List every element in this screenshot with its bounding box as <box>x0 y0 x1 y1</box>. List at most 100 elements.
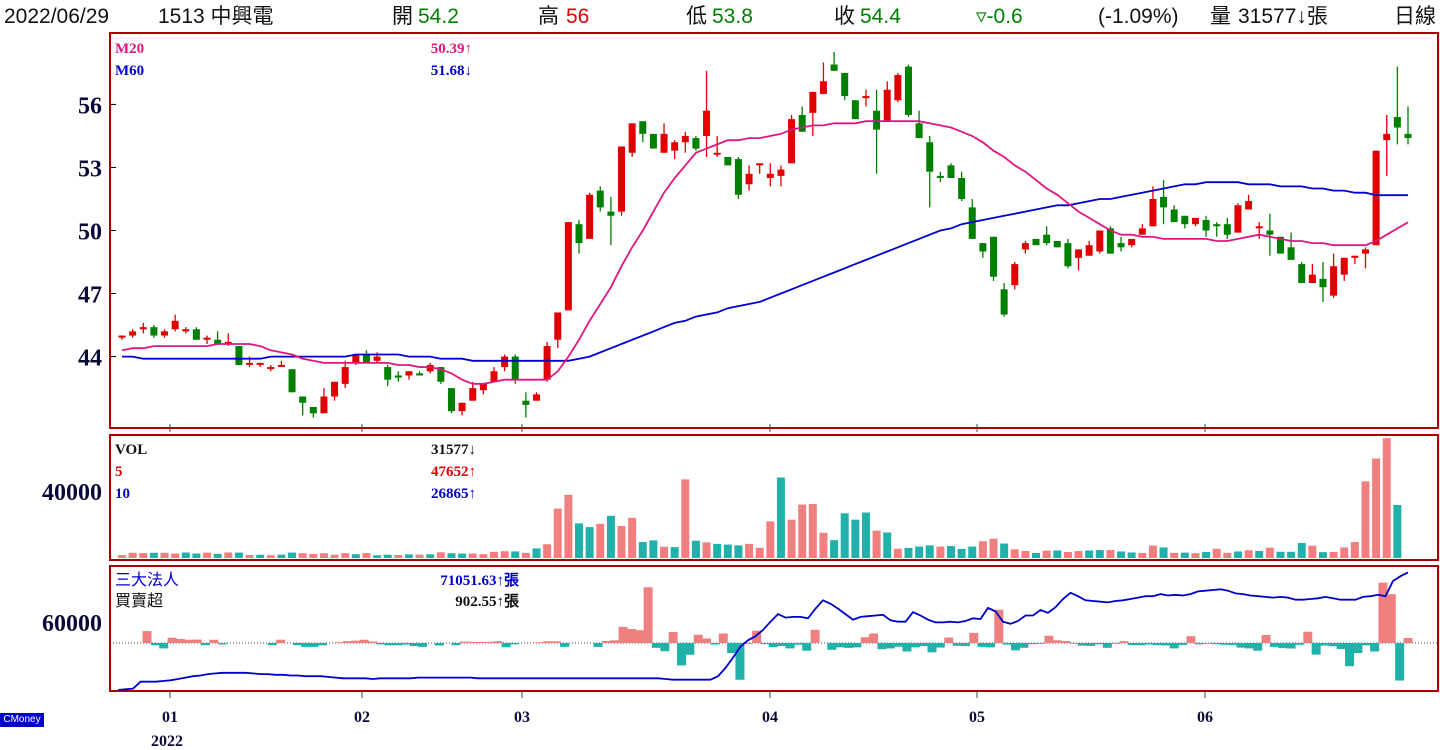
net-buy-bar <box>1253 643 1263 651</box>
net-buy-bar <box>1152 643 1162 646</box>
volume-bar <box>1233 551 1242 558</box>
quote-header: 2022/06/29 1513 中興電 開 54.2 高 56 低 53.8 收… <box>0 0 1440 34</box>
net-buy-bar <box>459 641 469 643</box>
volume-bar <box>851 519 860 558</box>
volume-bar <box>946 546 955 558</box>
volume-bar <box>649 540 658 558</box>
volume-bar <box>298 553 307 558</box>
candle-body <box>1170 209 1178 223</box>
net-buy-bar <box>209 639 219 643</box>
volume-bar <box>1382 438 1391 558</box>
net-buy-bar <box>676 643 686 666</box>
volume-value: 31577↓張 <box>1238 5 1328 28</box>
net-buy-bar <box>1261 635 1271 643</box>
net-buy-bar <box>1203 643 1213 644</box>
candle-body <box>203 337 211 340</box>
net-buy-bar <box>201 643 211 646</box>
candle-body <box>586 194 594 239</box>
candle-body <box>947 165 955 178</box>
volume-bar <box>1361 481 1370 558</box>
net-buy-bar <box>384 643 394 646</box>
net-buy-bar <box>167 637 177 643</box>
net-buy-bar <box>768 643 778 648</box>
net-buy-bar <box>643 587 653 643</box>
net-buy-bar <box>1027 643 1037 645</box>
volume-bar <box>489 551 498 558</box>
volume-bar <box>904 547 913 558</box>
volume-label: 量 <box>1210 5 1231 28</box>
candle-body <box>841 72 849 97</box>
volume-bar <box>404 554 413 558</box>
volume-bar <box>373 555 382 558</box>
net-buy-bar <box>468 641 478 643</box>
candle-body <box>809 91 817 113</box>
volume-bar <box>1276 551 1285 558</box>
candle-body <box>246 362 254 365</box>
inst-y-tick-0: 60000 <box>42 611 102 637</box>
net-buy-bar <box>1102 643 1112 648</box>
volume-bar <box>1159 547 1168 558</box>
volume-bar <box>1350 542 1359 558</box>
candle-body <box>958 177 966 199</box>
candle-body <box>543 346 551 380</box>
change-percent: (-1.09%) <box>1098 5 1179 28</box>
candle-body <box>904 66 912 115</box>
net-buy-bar <box>493 641 503 643</box>
net-buy-bar <box>810 629 820 643</box>
candle-body <box>256 362 264 365</box>
volume-bar <box>1074 551 1083 558</box>
net-buy-bar <box>727 643 737 654</box>
candle-body <box>777 169 785 176</box>
low-label: 低 <box>686 5 707 28</box>
volume-bar <box>394 554 403 558</box>
net-buy-bar <box>752 630 762 643</box>
candle-body <box>320 396 328 414</box>
candle-body <box>1160 196 1168 208</box>
ma60-line <box>122 181 1408 362</box>
net-buy-bar <box>952 643 962 646</box>
net-buy-bar <box>1069 643 1079 644</box>
net-buy-bar <box>509 643 519 645</box>
net-buy-bar <box>309 643 319 647</box>
volume-legend-name-0: VOL <box>115 442 147 458</box>
net-buy-bar <box>1044 635 1054 643</box>
candle-body <box>1191 217 1199 225</box>
volume-bar <box>596 523 605 558</box>
net-buy-bar <box>334 642 344 643</box>
volume-bar <box>713 543 722 558</box>
volume-bar <box>606 515 615 558</box>
net-buy-bar <box>793 643 803 645</box>
net-buy-bar <box>1395 643 1405 681</box>
net-buy-bar <box>1161 643 1171 646</box>
candle-body <box>745 173 753 185</box>
net-buy-bar <box>409 643 419 647</box>
volume-bar <box>1117 551 1126 558</box>
net-buy-bar <box>150 643 160 646</box>
candle-body <box>798 114 806 132</box>
candle-body <box>1000 289 1008 315</box>
net-buy-bar <box>1169 643 1179 649</box>
volume-bar <box>500 551 509 558</box>
candle-body <box>150 327 158 336</box>
net-buy-bar <box>985 643 995 648</box>
candle-body <box>554 312 562 340</box>
volume-bar <box>1223 552 1232 558</box>
net-buy-bar <box>359 639 369 643</box>
net-buy-bar <box>276 639 286 643</box>
x-tick-label-01: 01 <box>162 709 178 726</box>
price-y-tick-0: 44 <box>78 346 102 372</box>
candle-body <box>426 364 434 372</box>
candle-body <box>1287 247 1295 260</box>
net-buy-bar <box>1361 643 1371 646</box>
net-buy-bar <box>1228 643 1238 645</box>
legend-m60-name: M60 <box>115 63 144 79</box>
volume-bar <box>702 542 711 558</box>
volume-bar <box>628 517 637 558</box>
candle-body <box>596 190 604 208</box>
candle-body <box>1032 238 1040 246</box>
net-buy-bar <box>1319 643 1329 646</box>
volume-bar <box>1287 551 1296 558</box>
net-buy-bar <box>1094 643 1104 645</box>
volume-bar <box>883 532 892 558</box>
volume-bar <box>213 553 222 558</box>
